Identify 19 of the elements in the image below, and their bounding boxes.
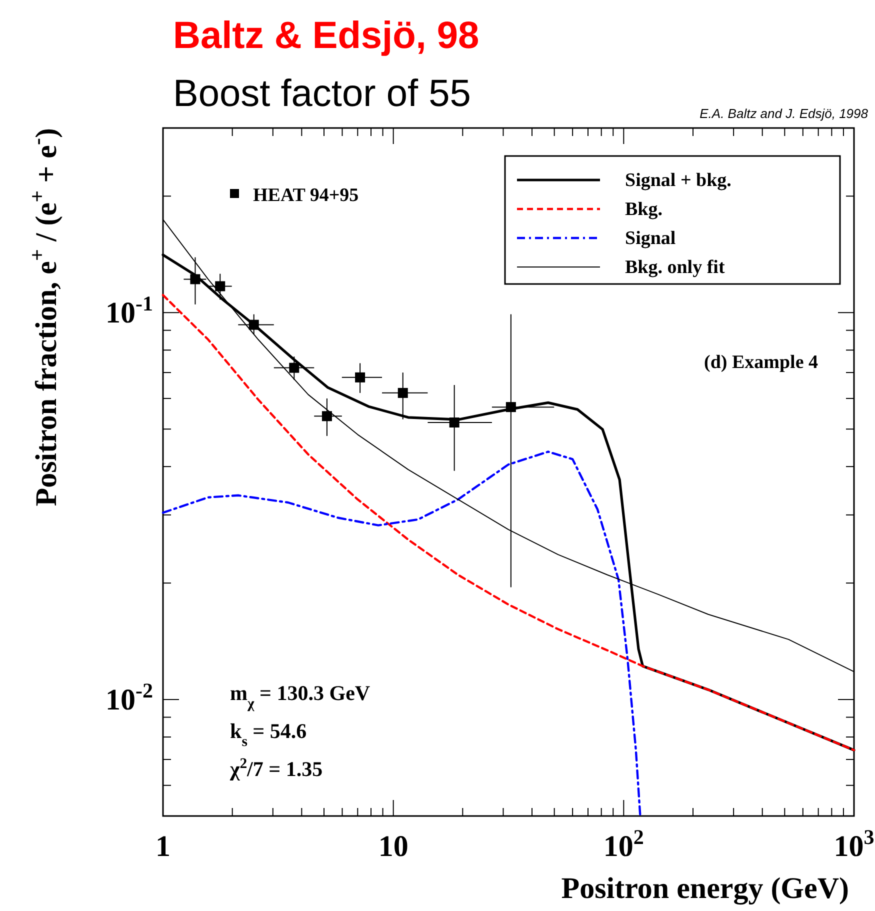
annotation: m$_{χ}$ = 130.3 GeV: [230, 681, 370, 712]
legend-label: Bkg.: [625, 199, 662, 220]
annotation: (d) Example 4: [704, 352, 818, 373]
y-tick-label: 10$^{-1}$: [106, 292, 153, 330]
x-tick-label: 10$^{2}$: [603, 825, 644, 863]
annotation: χ$^{2}$/7 = 1.35: [229, 756, 323, 781]
chart-title: Baltz & Edsjö, 98: [173, 15, 480, 57]
x-tick-label: 10$^{3}$: [834, 825, 874, 863]
legend-label: HEAT 94+95: [253, 185, 359, 206]
x-tick-label: 1: [156, 830, 170, 863]
legend-label: Bkg. only fit: [625, 257, 726, 278]
text: E.A. Baltz and J. Edsjö, 1998: [700, 106, 869, 121]
legend-label: Signal + bkg.: [625, 170, 732, 191]
annotation: k$_{s}$ = 54.6: [230, 719, 307, 750]
x-axis-title: Positron energy (GeV): [561, 872, 849, 905]
legend-label: Signal: [625, 228, 676, 249]
chart-subtitle: Boost factor of 55: [173, 73, 471, 115]
y-tick-label: 10$^{-2}$: [106, 678, 153, 717]
x-tick-label: 10: [378, 830, 408, 863]
